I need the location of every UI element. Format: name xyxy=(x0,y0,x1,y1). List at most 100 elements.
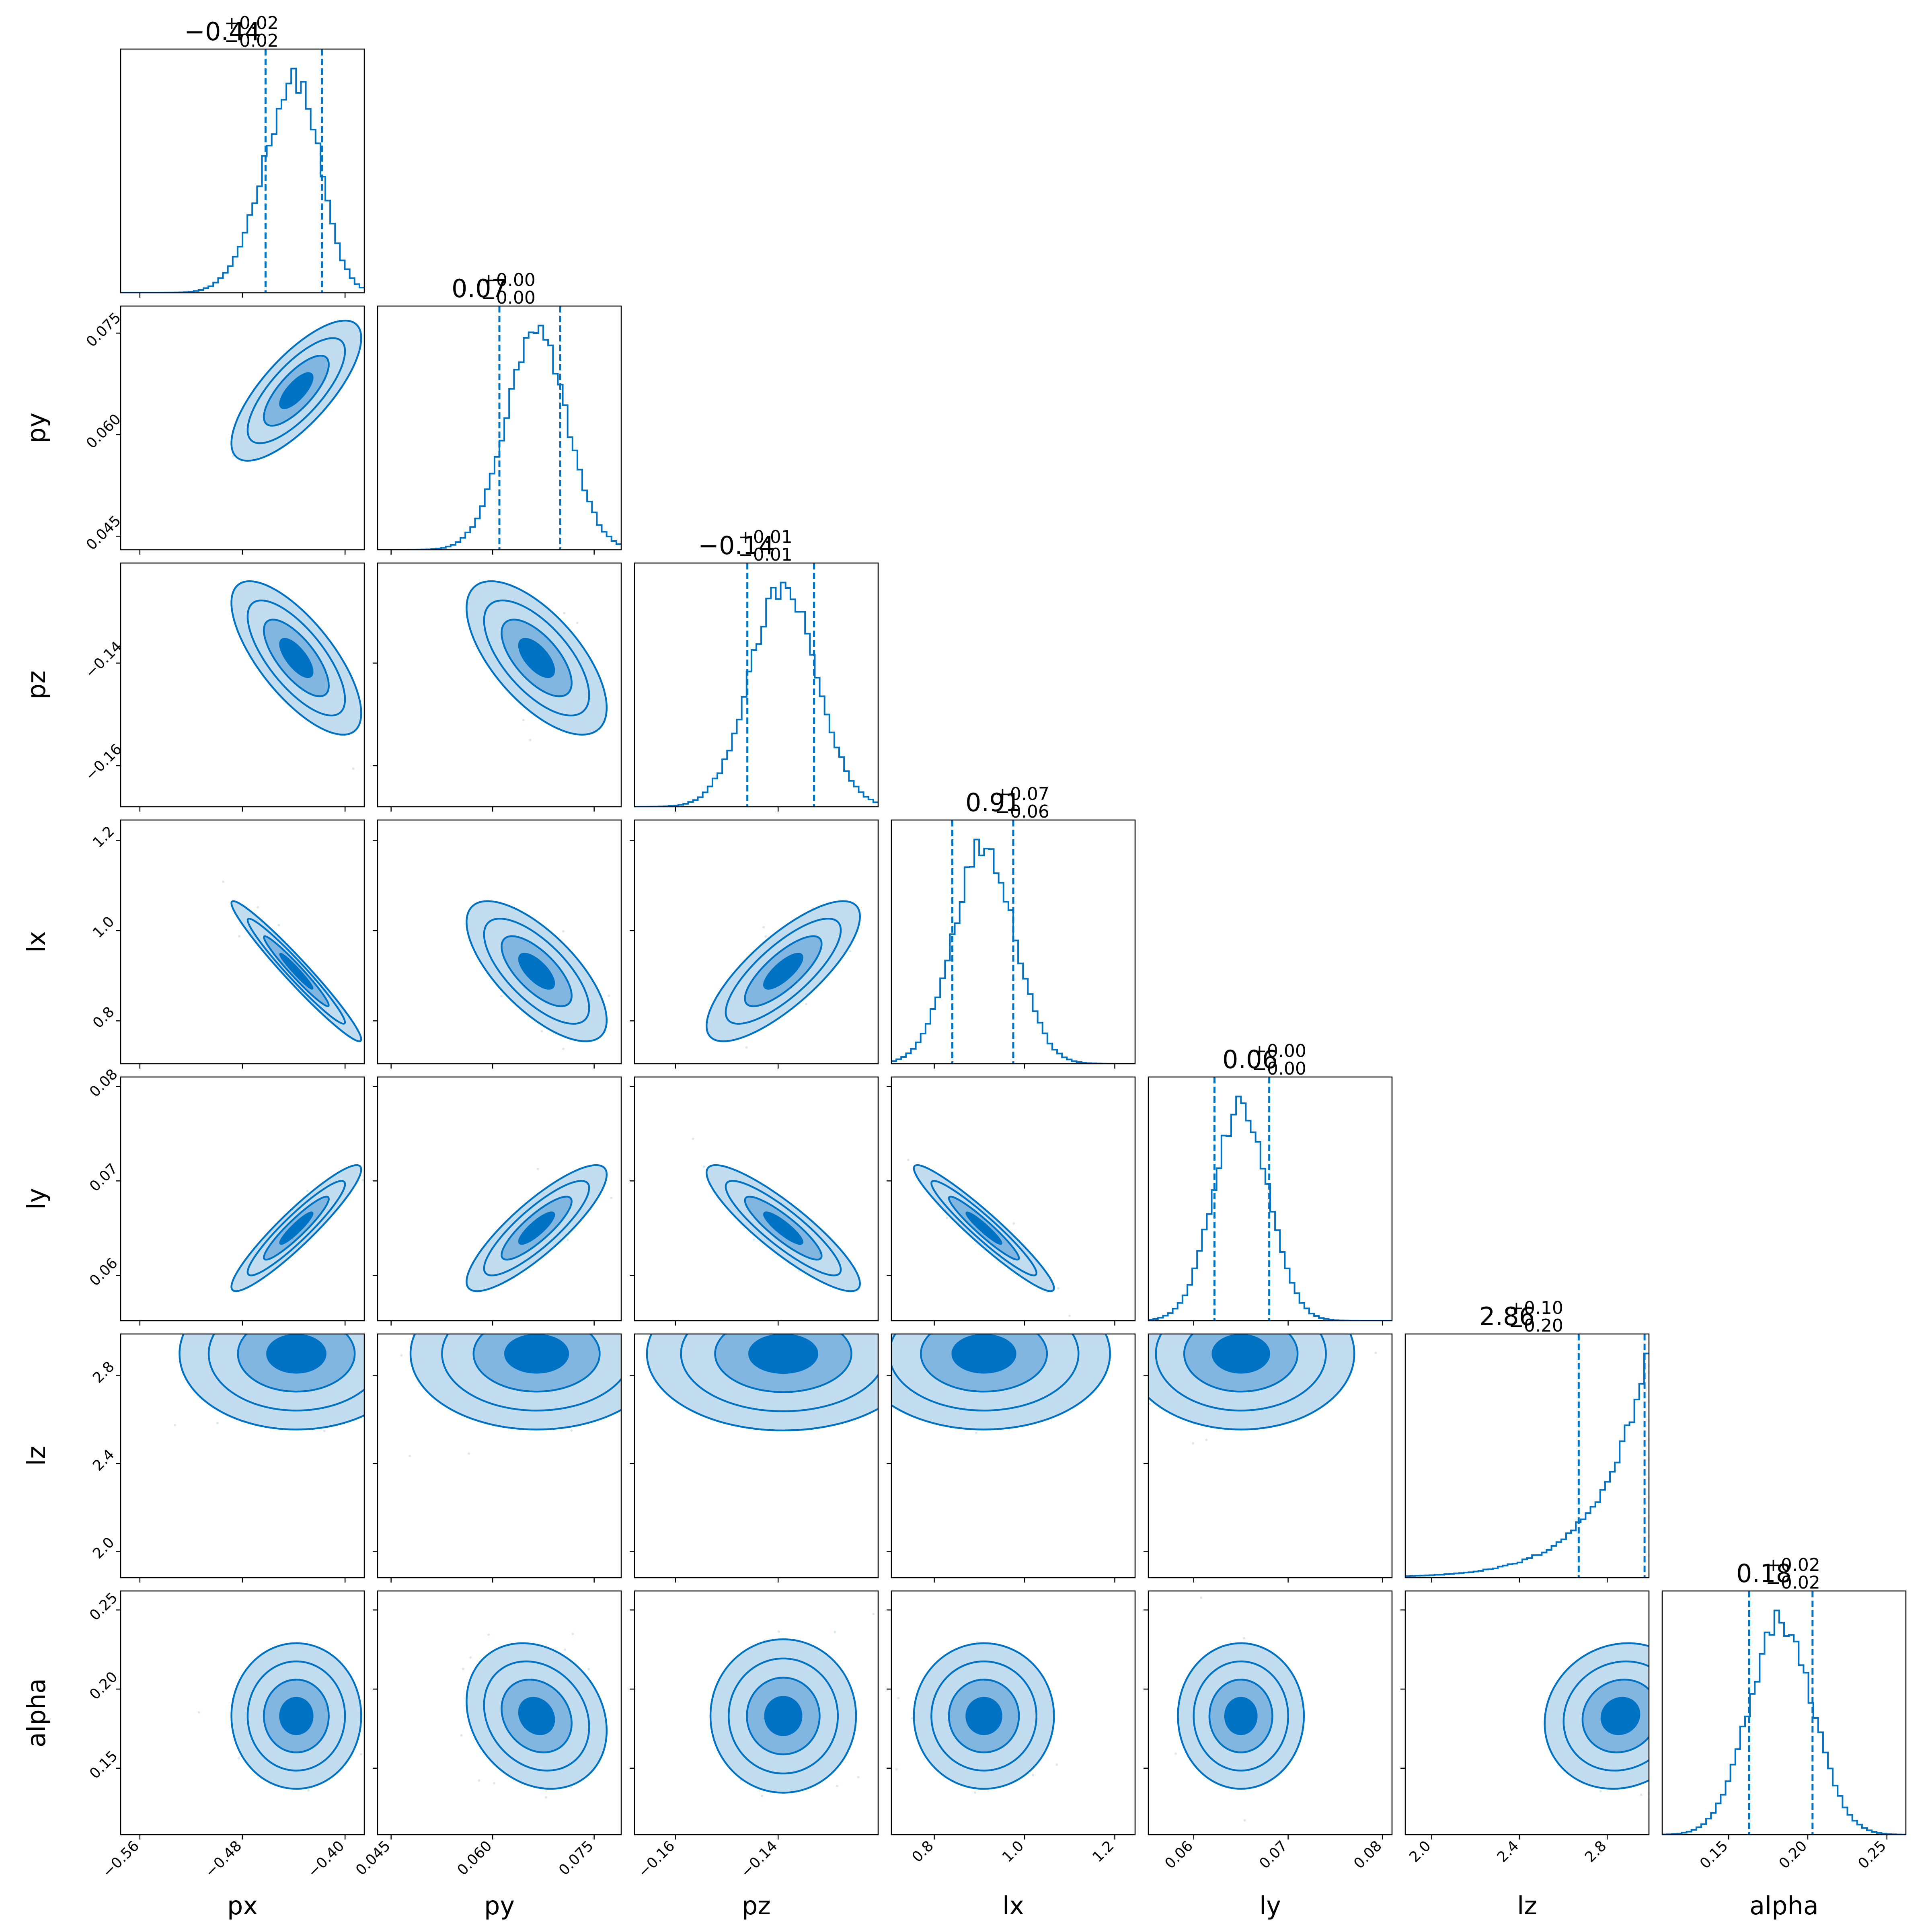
sample-point xyxy=(1694,1746,1697,1748)
y-tick-label-lz: 2.4 xyxy=(90,1446,117,1474)
sample-point xyxy=(222,880,225,883)
sample-point xyxy=(393,1380,396,1382)
sample-point xyxy=(1054,1261,1057,1263)
sample-point xyxy=(562,1048,565,1050)
histogram-alpha xyxy=(1662,1591,1906,1835)
title-plus-ly: +0.00 xyxy=(1252,1041,1306,1061)
sample-point xyxy=(460,1734,463,1737)
sample-point xyxy=(973,1791,976,1794)
sample-point xyxy=(372,1362,374,1365)
sample-point xyxy=(238,935,241,938)
sample-point xyxy=(571,1632,574,1635)
x-tick-label-lz: 2.0 xyxy=(1406,1837,1434,1865)
sample-point xyxy=(323,1429,326,1432)
contour-panel-ly-px xyxy=(230,1164,364,1292)
x-axis-label-ly: ly xyxy=(1259,1891,1281,1920)
sample-point xyxy=(232,455,234,458)
contour-level-1 xyxy=(518,953,555,990)
sample-point xyxy=(692,1137,694,1140)
sample-point xyxy=(491,1293,493,1296)
sample-point xyxy=(355,1313,357,1315)
contour-panel-lz-px xyxy=(173,1246,396,1432)
x-tick-label-ly: 0.08 xyxy=(1351,1837,1385,1872)
x-tick-label-lz: 2.4 xyxy=(1494,1837,1522,1865)
sample-point xyxy=(610,1196,613,1199)
contour-level-3 xyxy=(725,918,842,1025)
contour-level-3 xyxy=(246,1180,346,1276)
sample-point xyxy=(173,1424,176,1426)
contour-level-3 xyxy=(246,1660,346,1772)
contour-panel-pz-py xyxy=(466,580,608,741)
histogram-ly xyxy=(1148,1077,1392,1321)
sample-point xyxy=(564,1300,567,1302)
contour-level-1 xyxy=(266,1334,326,1374)
title-minus-alpha: −0.02 xyxy=(1766,1572,1820,1593)
sample-point xyxy=(1683,1673,1686,1675)
sample-point xyxy=(1031,1774,1034,1776)
y-tick-label-ly: 0.06 xyxy=(86,1255,121,1289)
contour-level-1 xyxy=(518,638,555,678)
contour-level-3 xyxy=(483,1660,590,1772)
contour-panel-alpha-px xyxy=(197,1642,362,1792)
sample-point xyxy=(763,1323,765,1325)
x-tick-label-px: −0.40 xyxy=(305,1837,348,1881)
panel-frame xyxy=(891,1333,1136,1578)
sample-point xyxy=(879,1372,881,1375)
contour-level-3 xyxy=(483,918,590,1025)
title-pz: −0.14 xyxy=(698,531,774,560)
sample-point xyxy=(1678,1707,1680,1710)
contour-level-1 xyxy=(951,1334,1016,1374)
y-tick-label-ly: 0.07 xyxy=(86,1160,121,1195)
sample-point xyxy=(570,1786,573,1788)
y-tick-label-py: 0.045 xyxy=(83,512,124,553)
contour-level-3 xyxy=(1193,1660,1289,1772)
sample-point xyxy=(478,1779,480,1782)
sample-point xyxy=(563,612,565,615)
sample-point xyxy=(989,1310,992,1313)
contour-level-3 xyxy=(1155,1334,1327,1412)
title-py: 0.07 xyxy=(452,274,507,303)
sample-point xyxy=(526,1311,528,1313)
contour-panel-lz-py xyxy=(400,1278,621,1457)
sample-point xyxy=(498,1313,500,1316)
sample-point xyxy=(697,1275,699,1278)
x-axis-label-py: py xyxy=(484,1891,515,1920)
histogram-step-pz xyxy=(634,582,878,807)
sample-point xyxy=(1144,1309,1147,1311)
sample-point xyxy=(366,1246,369,1249)
contour-panel-alpha-ly xyxy=(1174,1596,1305,1822)
panel-frame xyxy=(891,1076,1136,1322)
x-axis-label-lx: lx xyxy=(1002,1891,1024,1920)
contour-level-1 xyxy=(279,638,314,678)
sample-point xyxy=(1640,1793,1643,1796)
y-tick-label-lz: 2.0 xyxy=(90,1534,117,1562)
title-plus-alpha: +0.02 xyxy=(1766,1555,1820,1575)
panel-frame xyxy=(1404,1590,1650,1835)
sample-point xyxy=(1696,1708,1698,1710)
sample-point xyxy=(522,719,525,721)
sample-point xyxy=(487,1633,490,1636)
contour-level-1 xyxy=(279,1211,314,1245)
sample-point xyxy=(514,1278,517,1280)
sample-point xyxy=(793,1301,795,1303)
panel-frame xyxy=(891,819,1136,1065)
sample-point xyxy=(409,1455,411,1457)
sample-point xyxy=(1312,1253,1315,1256)
y-tick-label-pz: −0.14 xyxy=(82,638,125,681)
contour-level-3 xyxy=(680,1334,878,1412)
panel-frame xyxy=(377,819,622,1065)
title-alpha: 0.18 xyxy=(1736,1559,1792,1588)
contour-panel-alpha-py xyxy=(460,1632,608,1799)
contour-level-1 xyxy=(965,1211,1002,1245)
sample-point xyxy=(570,1429,573,1432)
panel-frame xyxy=(891,1590,1136,1835)
sample-point xyxy=(500,995,503,998)
sample-point xyxy=(564,1648,567,1651)
sample-point xyxy=(306,1190,309,1192)
sample-point xyxy=(1087,1327,1089,1330)
sample-point xyxy=(761,1794,764,1797)
sample-point xyxy=(666,1280,669,1282)
sample-point xyxy=(879,1358,882,1360)
sample-point xyxy=(356,1259,359,1262)
